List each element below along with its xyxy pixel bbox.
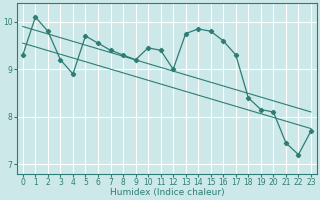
X-axis label: Humidex (Indice chaleur): Humidex (Indice chaleur) [109, 188, 224, 197]
